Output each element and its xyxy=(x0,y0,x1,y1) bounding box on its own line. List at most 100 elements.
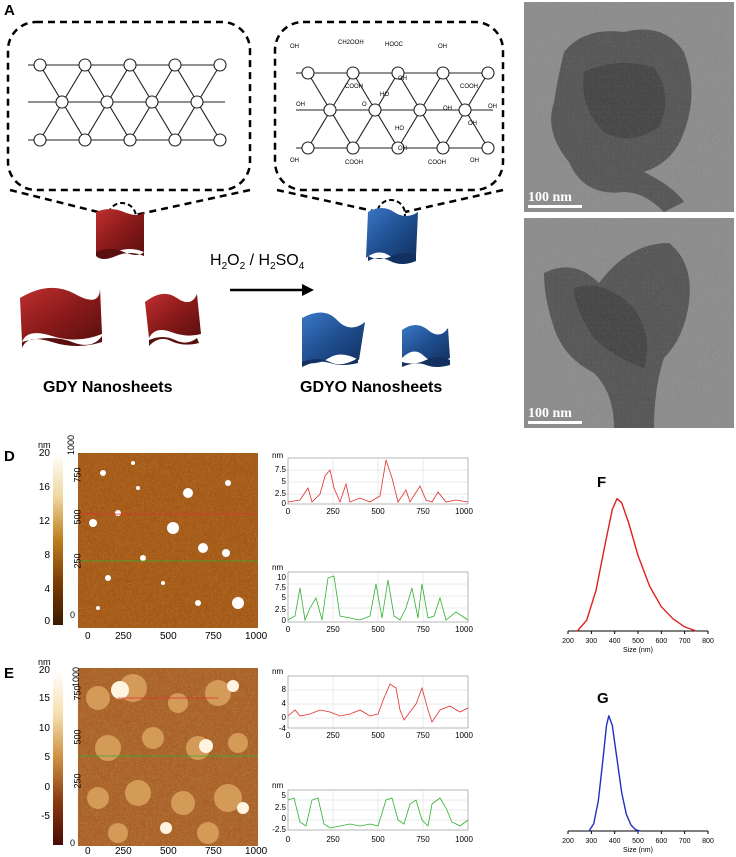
x-tick-label: 200 xyxy=(562,838,574,845)
group-label-6: HO xyxy=(380,92,389,98)
tick: 0 xyxy=(282,616,287,625)
gdy-structure-box xyxy=(6,20,252,192)
gdyo-nanosheet-right xyxy=(402,325,450,367)
group-label-7: OH xyxy=(398,76,407,82)
x-tick-label: 600 xyxy=(655,638,667,645)
gdyo-nanosheet-top xyxy=(366,208,418,264)
x-tick: 750 xyxy=(205,631,222,642)
group-label-17: OH xyxy=(443,106,452,112)
tick: 750 xyxy=(416,731,430,740)
cbar-tick: 16 xyxy=(38,482,50,493)
profile-curve-d-top xyxy=(287,459,469,504)
x-tick-label: 500 xyxy=(632,838,644,845)
cbar-tick: 0 xyxy=(44,782,50,793)
tick: 10 xyxy=(277,573,286,582)
group-label-8: COOH xyxy=(460,84,478,90)
tem-image-c: 100 nm xyxy=(524,218,734,428)
schematic-diagram: OH CH2OOH HOOC OH COOH OH HO OH COOH OH … xyxy=(6,20,505,367)
x-axis-label: Size (nm) xyxy=(623,847,653,854)
x-axis-label: Size (nm) xyxy=(623,647,653,654)
group-label-5: OH xyxy=(296,102,305,108)
gdy-rings xyxy=(33,58,227,147)
tick: 8 xyxy=(282,685,287,694)
group-label-1: CH2OOH xyxy=(338,40,364,46)
afm-d-colorbar xyxy=(53,453,63,625)
tick: 250 xyxy=(326,835,340,844)
cbar-tick: 15 xyxy=(38,693,50,704)
cbar-tick: 10 xyxy=(38,723,50,734)
panel-label-f: F xyxy=(597,474,607,491)
y-tick: 1000 xyxy=(66,434,76,455)
tick: 7.5 xyxy=(275,583,287,592)
group-label-0: OH xyxy=(290,44,299,50)
profile-unit-e2: nm xyxy=(272,781,283,790)
tick: 7.5 xyxy=(275,465,287,474)
series-line-0 xyxy=(576,498,697,632)
afm-e-cbar-ticks: 20 15 10 5 0 -5 xyxy=(30,665,50,845)
size-distribution-chart-g: 200 300 400 500 600 700 800 Size (nm) xyxy=(562,715,714,854)
x-tick-label: 700 xyxy=(679,838,691,845)
x-tick: 500 xyxy=(160,846,177,857)
x-tick-label: 500 xyxy=(632,638,644,645)
profile-curve-e-bottom xyxy=(287,797,469,829)
tem-image-b: 100 nm xyxy=(524,2,734,212)
gdy-nanosheet-top xyxy=(96,209,144,259)
x-tick-label: 800 xyxy=(702,638,714,645)
tick: 2.5 xyxy=(275,489,287,498)
tick: 500 xyxy=(371,835,385,844)
group-label-16: O xyxy=(362,102,367,108)
gdyo-nanosheet-left xyxy=(302,312,365,367)
tick: 750 xyxy=(416,507,430,516)
cbar-tick: 8 xyxy=(44,550,50,561)
cbar-tick: 20 xyxy=(38,448,50,459)
height-profiles: nm nm nm nm 7.5 5 2.5 0 10 7.5 5 2.5 0 8… xyxy=(272,451,473,844)
tick: 0 xyxy=(282,713,287,722)
gdy-nanosheets-label: GDY Nanosheets xyxy=(43,379,173,396)
x-tick-label: 700 xyxy=(679,638,691,645)
cbar-tick: 5 xyxy=(44,752,50,763)
y-tick: 1000 xyxy=(71,666,82,688)
tick: 0 xyxy=(286,731,291,740)
tick: 250 xyxy=(326,625,340,634)
y-tick: 250 xyxy=(72,553,83,569)
scale-label-b: 100 nm xyxy=(528,190,572,205)
y-tick: 500 xyxy=(72,509,83,525)
scale-label-c: 100 nm xyxy=(528,406,572,421)
tick: 1000 xyxy=(455,625,473,634)
x-tick: 1000 xyxy=(245,631,268,642)
group-label-10: OH xyxy=(468,121,477,127)
group-label-13: OH xyxy=(290,158,299,164)
cbar-tick: 12 xyxy=(38,516,50,527)
profile-unit-d1: nm xyxy=(272,451,283,460)
tick: 0 xyxy=(286,835,291,844)
x-tick-label: 800 xyxy=(702,838,714,845)
panel-label-a: A xyxy=(4,2,15,19)
tick: 2.5 xyxy=(275,605,287,614)
profile-curve-d-bottom xyxy=(287,575,469,622)
y-tick: 750 xyxy=(72,685,83,701)
group-label-14: OH xyxy=(470,158,479,164)
tick: 0 xyxy=(286,507,291,516)
cbar-tick: 0 xyxy=(44,616,50,627)
series-line-0 xyxy=(588,715,641,832)
x-tick: 250 xyxy=(115,631,132,642)
panel-label-e: E xyxy=(4,665,15,682)
tick: 500 xyxy=(371,625,385,634)
x-tick: 250 xyxy=(115,846,132,857)
gdy-nanosheet-right xyxy=(145,293,201,346)
x-tick-label: 400 xyxy=(609,838,621,845)
tick: 1000 xyxy=(455,731,473,740)
tick: 750 xyxy=(416,835,430,844)
panel-label-d: D xyxy=(4,448,15,465)
size-distribution-chart-f: 200 300 400 500 600 700 800 Size (nm) xyxy=(562,498,714,654)
afm-image-d xyxy=(78,453,258,628)
afm-d-cbar-unit: nm xyxy=(38,440,51,450)
afm-image-e xyxy=(78,668,258,846)
tick: 750 xyxy=(416,625,430,634)
tick: 0 xyxy=(282,499,287,508)
tick: -2.5 xyxy=(272,825,286,834)
tick: 4 xyxy=(282,699,287,708)
cbar-tick: -5 xyxy=(41,811,50,822)
group-label-18: OH xyxy=(398,146,407,152)
x-tick: 0 xyxy=(85,631,91,642)
